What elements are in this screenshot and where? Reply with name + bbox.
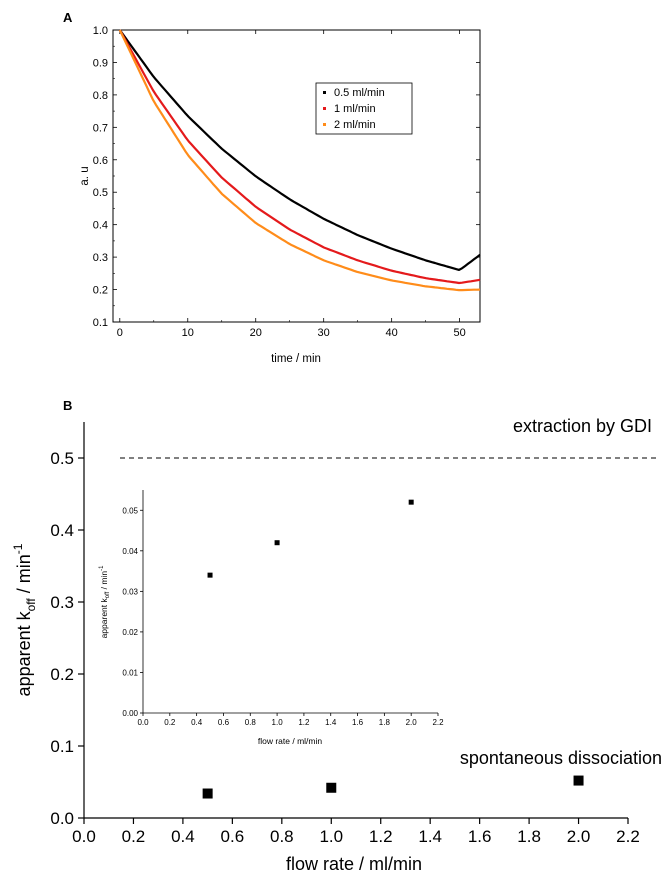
a-x-tick-label: 40 bbox=[386, 327, 398, 339]
inset-x-tick-label: 0.8 bbox=[245, 718, 257, 727]
inset-chart: 0.00 0.01 0.02 0.03 0.04 0.05 0.0 0.2 0.4 0.6 0.8… bbox=[99, 490, 444, 746]
b-y-tick-label: 0.1 bbox=[50, 737, 74, 756]
legend-label-0: 0.5 ml/min bbox=[334, 87, 385, 99]
panel-a-y-label: a. u bbox=[79, 166, 91, 185]
a-y-tick-label: 0.5 bbox=[93, 187, 108, 199]
b-x-tick-label: 2.2 bbox=[616, 827, 640, 846]
legend-label-1: 1 ml/min bbox=[334, 103, 376, 115]
b-x-tick-label: 1.0 bbox=[319, 827, 343, 846]
a-y-tick-label: 0.7 bbox=[93, 122, 108, 134]
inset-x-tick-label: 1.2 bbox=[298, 718, 310, 727]
panel-a-series bbox=[118, 29, 481, 292]
b-x-tick-label: 2.0 bbox=[567, 827, 591, 846]
gdi-annotation: extraction by GDI bbox=[513, 416, 652, 436]
panel-a-x-axis: 0 10 20 30 40 50 bbox=[117, 30, 466, 339]
inset-y-tick-label: 0.04 bbox=[122, 547, 138, 556]
inset-points bbox=[207, 499, 414, 578]
legend-marker-2 bbox=[323, 123, 326, 126]
inset-y-tick-label: 0.02 bbox=[122, 628, 138, 637]
b-y-tick-label: 0.2 bbox=[50, 665, 74, 684]
b-x-tick-label: 0.8 bbox=[270, 827, 294, 846]
inset-y-tick-label: 0.05 bbox=[122, 506, 138, 515]
inset-x-tick-label: 2.0 bbox=[406, 718, 418, 727]
legend-marker-1 bbox=[323, 107, 326, 110]
inset-x-axis: 0.0 0.2 0.4 0.6 0.8 1.0 1.2 1.4 1.6 1.8 2.0 2.2 bbox=[137, 713, 444, 727]
b-y-tick-label: 0.4 bbox=[50, 521, 74, 540]
inset-x-tick-label: 1.6 bbox=[352, 718, 364, 727]
a-y-tick-label: 0.8 bbox=[93, 90, 108, 102]
inset-x-tick-label: 0.4 bbox=[191, 718, 203, 727]
b-data-point bbox=[202, 788, 213, 799]
panel-b-x-axis: 0.0 0.2 0.4 0.6 0.8 1.0 1.2 1.4 1.6 1.8 2.0 2.2 bbox=[72, 818, 640, 846]
inset-data-point bbox=[274, 540, 280, 546]
inset-x-label: flow rate / ml/min bbox=[258, 736, 323, 746]
panel-b-y-axis: 0.0 0.1 0.2 0.3 0.4 0.5 bbox=[50, 449, 84, 828]
a-series-line-1 bbox=[118, 29, 481, 285]
b-x-tick-label: 0.4 bbox=[171, 827, 195, 846]
a-y-tick-label: 0.1 bbox=[93, 317, 108, 329]
a-y-tick-label: 0.2 bbox=[93, 285, 108, 297]
inset-x-tick-label: 1.0 bbox=[272, 718, 284, 727]
a-y-tick-label: 1.0 bbox=[93, 25, 108, 37]
b-y-tick-label: 0.3 bbox=[50, 593, 74, 612]
b-y-tick-label: 0.0 bbox=[50, 809, 74, 828]
a-series-line-0 bbox=[118, 29, 481, 271]
inset-x-tick-label: 1.4 bbox=[325, 718, 337, 727]
a-x-tick-label: 50 bbox=[453, 327, 465, 339]
b-x-tick-label: 1.8 bbox=[517, 827, 541, 846]
panel-a-chart: 0.1 0.2 0.3 0.4 0.5 0.6 0.7 0.8 0.9 1.0 0 10 20 30 40… bbox=[79, 25, 481, 365]
a-x-tick-label: 30 bbox=[318, 327, 330, 339]
inset-y-tick-label: 0.00 bbox=[122, 709, 138, 718]
inset-x-tick-label: 0.6 bbox=[218, 718, 230, 727]
a-y-tick-label: 0.6 bbox=[93, 155, 108, 167]
panel-b-y-label: apparent koff / min-1 bbox=[11, 543, 38, 696]
b-x-tick-label: 1.2 bbox=[369, 827, 393, 846]
b-x-tick-label: 0.6 bbox=[221, 827, 245, 846]
inset-data-point bbox=[207, 572, 213, 578]
a-x-tick-label: 10 bbox=[182, 327, 194, 339]
inset-x-tick-label: 1.8 bbox=[379, 718, 391, 727]
panel-a-letter: A bbox=[63, 10, 73, 25]
a-x-tick-label: 0 bbox=[117, 327, 123, 339]
inset-y-tick-label: 0.03 bbox=[122, 587, 138, 596]
panel-b-chart: 0.0 0.1 0.2 0.3 0.4 0.5 0.0 0.2 0.4 0.6 0.8 1.0 1.2… bbox=[11, 416, 662, 874]
b-x-tick-label: 1.6 bbox=[468, 827, 492, 846]
a-series-line-2 bbox=[118, 29, 481, 292]
inset-y-label: apparent koff / min-1 bbox=[99, 565, 111, 639]
inset-data-point bbox=[408, 499, 414, 505]
inset-y-axis: 0.00 0.01 0.02 0.03 0.04 0.05 bbox=[122, 506, 143, 718]
a-x-tick-label: 20 bbox=[250, 327, 262, 339]
legend-marker-0 bbox=[323, 91, 326, 94]
a-y-tick-label: 0.9 bbox=[93, 57, 108, 69]
b-y-tick-label: 0.5 bbox=[50, 449, 74, 468]
inset-x-tick-label: 0.0 bbox=[137, 718, 149, 727]
spontaneous-annotation: spontaneous dissociation bbox=[460, 748, 662, 768]
b-data-point bbox=[573, 775, 584, 786]
inset-x-tick-label: 0.2 bbox=[164, 718, 176, 727]
panel-a-x-label: time / min bbox=[271, 353, 321, 365]
b-data-point bbox=[326, 782, 337, 793]
inset-x-tick-label: 2.2 bbox=[432, 718, 444, 727]
b-x-tick-label: 0.2 bbox=[122, 827, 146, 846]
b-x-tick-label: 1.4 bbox=[418, 827, 442, 846]
panel-b-letter: B bbox=[63, 398, 72, 413]
a-y-tick-label: 0.4 bbox=[93, 220, 108, 232]
panel-a-legend: 0.5 ml/min 1 ml/min 2 ml/min bbox=[315, 82, 413, 135]
legend-label-2: 2 ml/min bbox=[334, 119, 376, 131]
legend-box bbox=[315, 82, 413, 135]
panel-a-y-axis: 0.1 0.2 0.3 0.4 0.5 0.6 0.7 0.8 0.9 1.0 bbox=[93, 25, 480, 329]
inset-y-tick-label: 0.01 bbox=[122, 668, 138, 677]
panel-b-x-label: flow rate / ml/min bbox=[286, 854, 422, 874]
a-y-tick-label: 0.3 bbox=[93, 252, 108, 264]
panel-b-points bbox=[202, 775, 584, 799]
b-x-tick-label: 0.0 bbox=[72, 827, 96, 846]
